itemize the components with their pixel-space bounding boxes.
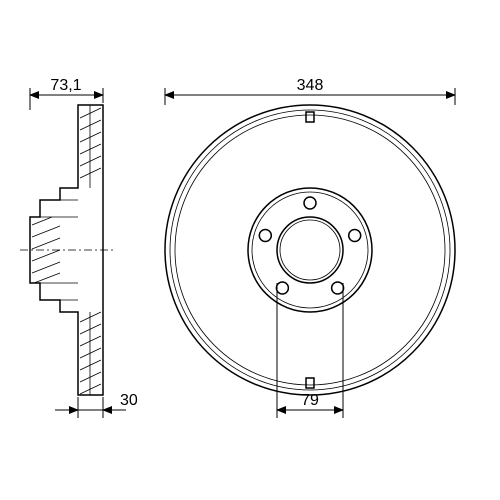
hatch-upper (80, 108, 101, 178)
technical-drawing: 348 79 (0, 0, 500, 500)
dim-outer-diameter: 348 (165, 77, 455, 105)
dim-79-label: 79 (301, 392, 319, 409)
dim-30-label: 30 (120, 392, 138, 409)
dim-thickness: 30 (55, 392, 138, 418)
hatch-lower (80, 312, 101, 394)
front-view (165, 105, 455, 395)
side-view (20, 105, 115, 395)
dim-348-label: 348 (297, 77, 324, 94)
bolt-pattern (259, 197, 360, 294)
dim-73-label: 73,1 (50, 77, 81, 94)
